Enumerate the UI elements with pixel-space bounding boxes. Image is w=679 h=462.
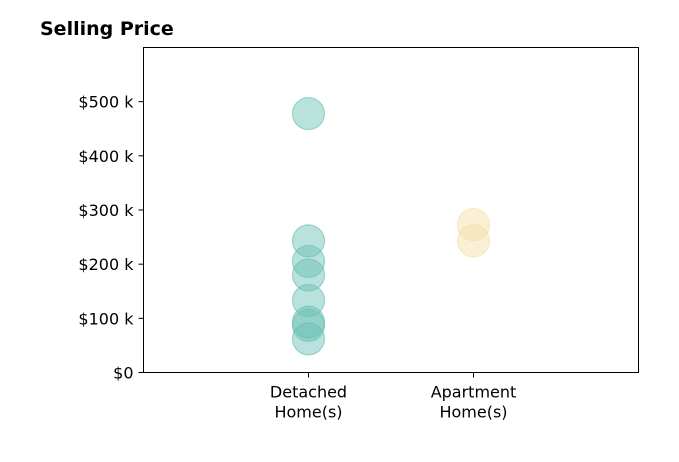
x-tick-label: Apartment — [431, 383, 517, 402]
y-tick-label: $0 — [113, 364, 133, 383]
scatter-points — [291, 96, 491, 356]
plot-frame — [143, 47, 639, 373]
x-tick-label: Detached — [270, 383, 347, 402]
y-tick-label: $300 k — [78, 201, 134, 220]
y-tick-label: $400 k — [78, 147, 134, 166]
y-tick-label: $500 k — [78, 93, 134, 112]
y-tick-label: $200 k — [78, 255, 134, 274]
y-tick-label: $100 k — [78, 309, 134, 328]
scatter-point — [291, 308, 326, 342]
scatter-point — [291, 224, 326, 258]
x-tick-label: Home(s) — [274, 403, 342, 422]
y-axis: $0 $100 k $200 k $300 k $400 k $500 k — [78, 93, 144, 383]
scatter-point — [291, 258, 326, 292]
scatter-point — [456, 224, 491, 258]
scatter-point — [291, 322, 326, 356]
scatter-point — [291, 244, 326, 279]
x-tick-label: Home(s) — [439, 403, 507, 422]
chart-title: Selling Price — [40, 18, 174, 40]
scatter-point — [291, 96, 326, 131]
